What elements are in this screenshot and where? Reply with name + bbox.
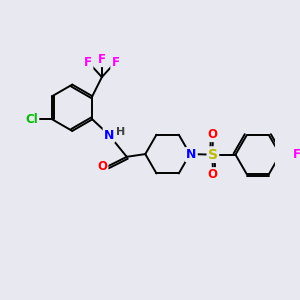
Text: O: O — [97, 160, 107, 173]
Text: F: F — [98, 53, 106, 66]
Text: H: H — [116, 127, 125, 137]
Text: Cl: Cl — [26, 113, 38, 126]
Text: F: F — [84, 56, 92, 69]
Text: S: S — [208, 148, 218, 162]
Text: N: N — [104, 128, 114, 142]
Text: O: O — [208, 128, 218, 141]
Text: N: N — [186, 148, 196, 161]
Text: F: F — [293, 148, 300, 161]
Text: F: F — [112, 56, 119, 69]
Text: O: O — [208, 168, 218, 181]
